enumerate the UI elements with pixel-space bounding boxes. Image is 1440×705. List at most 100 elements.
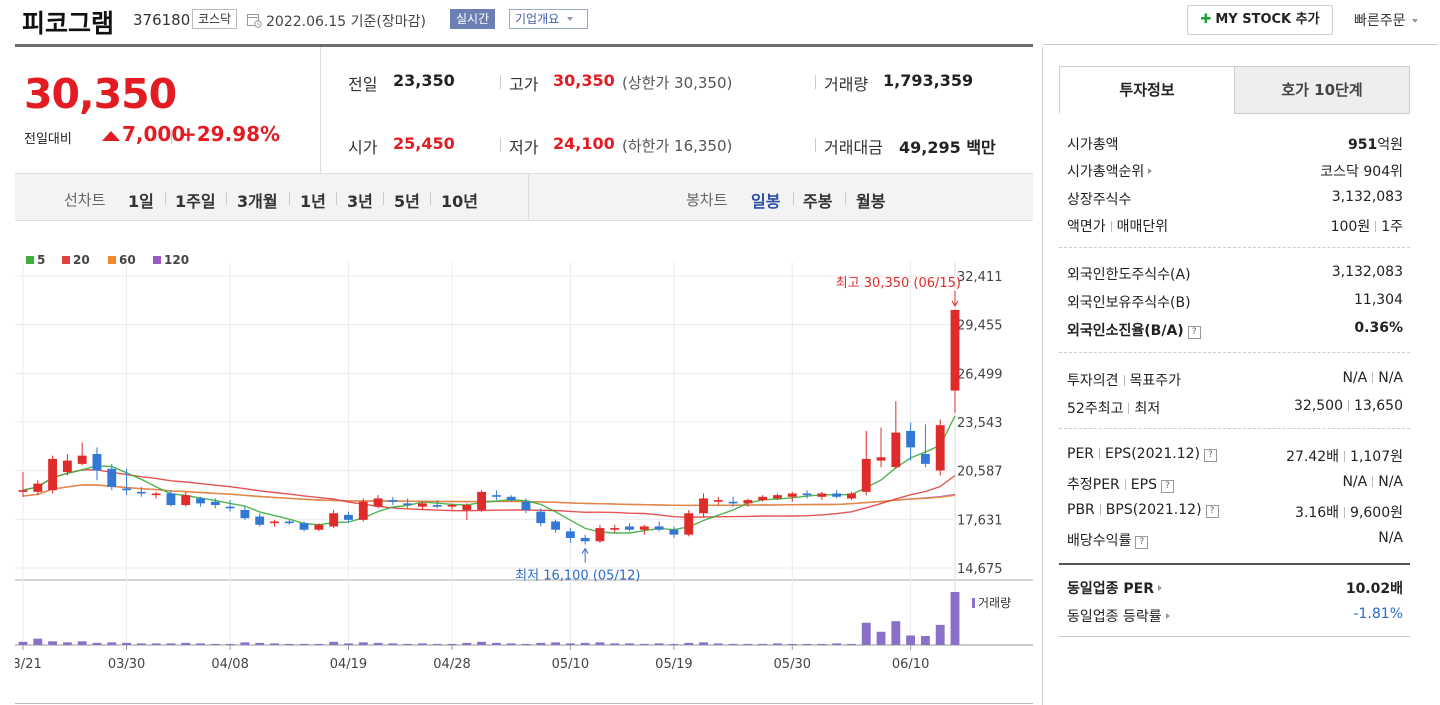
volume-bar <box>358 642 368 645</box>
period-separator <box>289 192 290 205</box>
help-icon[interactable]: ? <box>1135 536 1149 549</box>
y-tick-label: 26,499 <box>957 367 1003 382</box>
candle-weekly[interactable]: 주봉 <box>803 192 833 211</box>
volume-bar <box>447 643 457 645</box>
volume-bar <box>240 642 250 645</box>
legend-label: 60 <box>119 253 136 267</box>
candle-body <box>891 432 901 468</box>
volume-bar <box>950 592 960 645</box>
help-icon[interactable]: ? <box>1187 326 1201 339</box>
info-label: 동일업종 등락률 <box>1067 606 1170 626</box>
candle-body <box>136 491 146 494</box>
period-1y[interactable]: 1년 <box>300 192 326 211</box>
info-divider <box>1059 352 1410 353</box>
target-label: 목표주가 <box>1129 373 1182 389</box>
period-3m[interactable]: 3개월 <box>237 192 278 211</box>
help-icon[interactable]: ? <box>1204 449 1218 462</box>
candle-monthly[interactable]: 월봉 <box>856 192 886 211</box>
w52-low-value: 13,650 <box>1354 398 1403 414</box>
period-3y[interactable]: 3년 <box>347 192 373 211</box>
volume-bar <box>876 631 886 645</box>
candlestick-chart[interactable]: 32,411 29,455 26,499 23,543 20,587 17,631 14,6… <box>15 262 1033 682</box>
candle-body <box>802 493 812 496</box>
candle-body <box>166 493 176 506</box>
caret-down-icon <box>1411 19 1418 23</box>
par-label: 액면가 <box>1067 219 1106 235</box>
value-separator <box>1344 451 1346 462</box>
caret-right-icon <box>1158 585 1162 591</box>
x-tick-label: 05/30 <box>774 657 811 672</box>
info-foreign-hold: 외국인보유주식수(B) 11,304 <box>1067 292 1403 312</box>
candle-body <box>610 528 620 530</box>
info-market-rank[interactable]: 시가총액순위 코스닥 904위 <box>1067 161 1403 181</box>
volume-bar <box>935 624 945 645</box>
candle-body <box>861 458 871 492</box>
help-icon[interactable]: ? <box>1205 505 1219 518</box>
quick-order-button[interactable]: 빠른주문 <box>1354 10 1418 30</box>
w52-high-value: 32,500 <box>1294 398 1343 414</box>
company-overview-dropdown[interactable]: 기업개요 <box>509 9 588 29</box>
volume-bar <box>33 638 43 645</box>
help-icon[interactable]: ? <box>1160 480 1174 493</box>
period-1w[interactable]: 1주일 <box>175 192 216 211</box>
volume-bar <box>92 642 102 645</box>
volume-bar <box>817 643 827 645</box>
value-separator <box>1123 375 1125 386</box>
info-label: 외국인보유주식수(B) <box>1067 295 1191 311</box>
info-tabs: 투자정보 호가 10단계 <box>1059 66 1410 114</box>
period-10y[interactable]: 10년 <box>441 192 478 211</box>
prev-close-value: 23,350 <box>393 71 455 90</box>
info-industry-change[interactable]: 동일업종 등락률 -1.81% <box>1067 606 1403 626</box>
info-value: 10.02배 <box>1345 581 1403 597</box>
volume-bar <box>625 643 634 645</box>
volume-bar <box>403 643 413 645</box>
volume-bar <box>491 642 501 645</box>
period-bar <box>15 174 1033 221</box>
volume-bar <box>107 642 117 645</box>
info-value: 951억원 <box>1348 134 1403 154</box>
add-mystock-button[interactable]: ✚ MY STOCK 추가 <box>1187 5 1333 35</box>
period-separator <box>430 192 431 205</box>
volume-bar <box>462 642 472 645</box>
volume-bar <box>920 635 930 645</box>
add-mystock-label: MY STOCK 추가 <box>1215 12 1320 27</box>
volume-bar <box>344 643 353 645</box>
period-1d[interactable]: 1일 <box>128 192 154 211</box>
candle-body <box>876 457 886 461</box>
legend-swatch <box>108 256 116 264</box>
tab-orderbook[interactable]: 호가 10단계 <box>1234 66 1410 114</box>
stat-separator <box>500 138 501 152</box>
candle-body <box>255 516 265 525</box>
y-tick-label: 29,455 <box>957 319 1003 334</box>
legend-ma5: 5 <box>26 253 45 267</box>
volume-swatch <box>972 598 975 608</box>
candle-body <box>506 496 516 501</box>
market-rank-label: 시가총액순위 <box>1067 164 1145 180</box>
volume-bar <box>699 642 708 645</box>
legend-ma120: 120 <box>153 253 189 267</box>
period-separator <box>226 192 227 205</box>
volume-bar <box>477 641 487 645</box>
header-divider <box>15 44 1033 47</box>
volume-bar <box>48 641 58 645</box>
tab-invest-info[interactable]: 투자정보 <box>1059 66 1235 114</box>
y-tick-label: 23,543 <box>957 416 1003 431</box>
change-value: 7,000 <box>102 122 185 146</box>
info-industry-per[interactable]: 동일업종 PER 10.02배 <box>1067 578 1403 598</box>
period-5y[interactable]: 5년 <box>394 192 420 211</box>
up-arrow-icon <box>102 131 120 141</box>
volume-bar <box>270 643 279 645</box>
candle-daily[interactable]: 일봉 <box>751 192 781 211</box>
value-separator <box>1099 504 1101 515</box>
info-pbr-bps: PBR BPS(2021.12)? 3.16배 9,600원 <box>1067 502 1403 522</box>
realtime-tag[interactable]: 실시간 <box>450 9 496 29</box>
candle-body <box>33 483 43 492</box>
volume-bar <box>773 643 782 645</box>
info-label: 상장주식수 <box>1067 192 1132 208</box>
candle-body <box>181 495 191 506</box>
legend-ma60: 60 <box>108 253 136 267</box>
legend-label: 120 <box>164 253 190 267</box>
volume-bar <box>639 643 649 645</box>
y-tick-label: 20,587 <box>957 465 1003 480</box>
info-label: 동일업종 PER <box>1067 578 1162 598</box>
